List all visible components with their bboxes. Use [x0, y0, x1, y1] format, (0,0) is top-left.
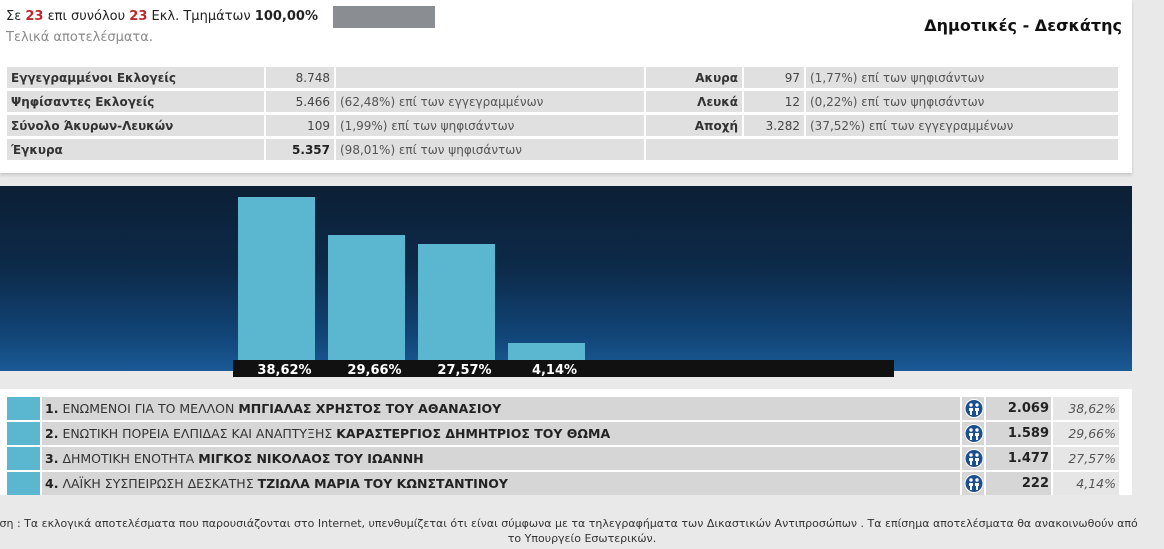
chart-bar	[238, 197, 315, 360]
candidates-people-icon[interactable]	[964, 399, 984, 418]
stat-value: 97	[744, 67, 806, 88]
counted-sections: 23	[25, 9, 44, 24]
candidate-name: ΜΙΓΚΟΣ ΝΙΚΟΛΑΟΣ ΤΟΥ ΙΩΑΝΝΗ	[198, 451, 424, 466]
stat-note: (1,77%) επί των ψηφισάντων	[806, 67, 1120, 88]
candidate-name: ΤΖΙΩΛΑ ΜΑΡΙΑ ΤΟΥ ΚΩΝΣΤΑΝΤΙΝΟΥ	[257, 476, 508, 491]
chart-bar-label: 29,66%	[347, 363, 401, 378]
stat-row: Έγκυρα 5.357 (98,01%) επί των ψηφισάντων	[7, 139, 646, 160]
stat-value: 5.357	[266, 139, 336, 160]
chart-bar	[328, 235, 405, 360]
summary-panel: Σε 23 επι συνόλου 23 Εκλ. Τμημάτων 100,0…	[0, 0, 1132, 173]
chart-background	[0, 186, 1132, 371]
candidate-votes: 1.477	[984, 447, 1051, 470]
status-text: Τελικά αποτελέσματα.	[6, 30, 153, 45]
candidate-name-cell[interactable]: 1. ΕΝΩΜΕΝΟΙ ΓΙΑ ΤΟ ΜΕΛΛΟΝ ΜΠΓΙΑΛΑΣ ΧΡΗΣΤ…	[42, 397, 960, 420]
stat-row: Λευκά 12 (0,22%) επί των ψηφισάντων	[646, 91, 1120, 112]
stat-value: 8.748	[266, 67, 336, 88]
candidate-name-cell[interactable]: 4. ΛΑΪΚΗ ΣΥΣΠΕΙΡΩΣΗ ΔΕΣΚΑΤΗΣ ΤΖΙΩΛΑ ΜΑΡΙ…	[42, 472, 960, 495]
stat-note: (37,52%) επί των εγγεγραμμένων	[806, 115, 1120, 136]
stat-note: (0,22%) επί των ψηφισάντων	[806, 91, 1120, 112]
candidate-percent: 4,14%	[1051, 472, 1119, 495]
candidates-button[interactable]	[960, 447, 984, 470]
stat-row: Ακυρα 97 (1,77%) επί των ψηφισάντων	[646, 67, 1120, 88]
candidate-name-cell[interactable]: 2. ΕΝΩΤΙΚΗ ΠΟΡΕΙΑ ΕΛΠΙΔΑΣ ΚΑΙ ΑΝΑΠΤΥΞΗΣ …	[42, 422, 960, 445]
chart-bar-label: 27,57%	[437, 363, 491, 378]
progress-middle: επι συνόλου	[47, 9, 126, 24]
candidate-rank: 2.	[45, 426, 59, 441]
candidates-people-icon[interactable]	[964, 449, 984, 468]
chart-bar	[418, 244, 495, 360]
election-title: Δημοτικές - Δεσκάτης	[924, 16, 1122, 35]
stat-label: Ψηφίσαντες Εκλογείς	[7, 91, 266, 112]
progress-suffix: Εκλ. Τμημάτων	[151, 9, 251, 24]
candidate-row[interactable]: 4. ΛΑΪΚΗ ΣΥΣΠΕΙΡΩΣΗ ΔΕΣΚΑΤΗΣ ΤΖΙΩΛΑ ΜΑΡΙ…	[7, 472, 1119, 495]
turnout-stats-table: Εγγεγραμμένοι Εκλογείς 8.748 Ψηφίσαντες …	[7, 64, 646, 163]
chart-bar-label: 38,62%	[257, 363, 311, 378]
candidate-votes: 222	[984, 472, 1051, 495]
candidate-name-cell[interactable]: 3. ΔΗΜΟΤΙΚΗ ΕΝΟΤΗΤΑ ΜΙΓΚΟΣ ΝΙΚΟΛΑΟΣ ΤΟΥ …	[42, 447, 960, 470]
candidate-votes: 1.589	[984, 422, 1051, 445]
stat-note	[336, 67, 646, 88]
party-name: ΔΗΜΟΤΙΚΗ ΕΝΟΤΗΤΑ	[62, 451, 195, 466]
progress-percent: 100,00%	[254, 9, 318, 24]
candidate-row[interactable]: 1. ΕΝΩΜΕΝΟΙ ΓΙΑ ΤΟ ΜΕΛΛΟΝ ΜΠΓΙΑΛΑΣ ΧΡΗΣΤ…	[7, 397, 1119, 420]
candidate-row[interactable]: 2. ΕΝΩΤΙΚΗ ΠΟΡΕΙΑ ΕΛΠΙΔΑΣ ΚΑΙ ΑΝΑΠΤΥΞΗΣ …	[7, 422, 1119, 445]
progress-bar	[333, 6, 435, 28]
candidate-votes: 2.069	[984, 397, 1051, 420]
stat-row: Σύνολο Άκυρων-Λευκών 109 (1,99%) επί των…	[7, 115, 646, 136]
candidate-percent: 38,62%	[1051, 397, 1119, 420]
disclaimer-footnote: ωση : Τα εκλογικά αποτελέσματα που παρου…	[0, 516, 1164, 546]
candidate-percent: 27,57%	[1051, 447, 1119, 470]
candidates-button[interactable]	[960, 397, 984, 420]
candidate-percent: 29,66%	[1051, 422, 1119, 445]
progress-prefix: Σε	[6, 9, 22, 24]
chart-bar-label: 4,14%	[532, 363, 577, 378]
results-bar-chart: 38,62% 29,66% 27,57% 4,14%	[238, 197, 585, 378]
footnote-line-1: ωση : Τα εκλογικά αποτελέσματα που παρου…	[0, 517, 1138, 530]
party-color-swatch	[7, 397, 40, 420]
stat-row: Εγγεγραμμένοι Εκλογείς 8.748	[7, 67, 646, 88]
candidates-button[interactable]	[960, 422, 984, 445]
candidate-name: ΜΠΓΙΑΛΑΣ ΧΡΗΣΤΟΣ ΤΟΥ ΑΘΑΝΑΣΙΟΥ	[238, 401, 502, 416]
footnote-line-2: το Υπουργείο Εσωτερικών.	[507, 532, 657, 545]
stat-label: Σύνολο Άκυρων-Λευκών	[7, 115, 266, 136]
stat-row: Αποχή 3.282 (37,52%) επί των εγγεγραμμέν…	[646, 115, 1120, 136]
candidates-people-icon[interactable]	[964, 474, 984, 493]
stat-note: (62,48%) επί των εγγεγραμμένων	[336, 91, 646, 112]
stat-empty-cell	[646, 139, 1120, 160]
chart-label-strip	[233, 360, 894, 377]
candidate-rank: 1.	[45, 401, 59, 416]
total-sections: 23	[129, 9, 148, 24]
party-name: ΕΝΩΤΙΚΗ ΠΟΡΕΙΑ ΕΛΠΙΔΑΣ ΚΑΙ ΑΝΑΠΤΥΞΗΣ	[62, 426, 333, 441]
party-color-swatch	[7, 422, 40, 445]
candidates-button[interactable]	[960, 472, 984, 495]
invalid-stats-table: Ακυρα 97 (1,77%) επί των ψηφισάντων Λευκ…	[646, 64, 1120, 163]
party-name: ΕΝΩΜΕΝΟΙ ΓΙΑ ΤΟ ΜΕΛΛΟΝ	[62, 401, 235, 416]
stat-label: Εγγεγραμμένοι Εκλογείς	[7, 67, 266, 88]
stat-row: Ψηφίσαντες Εκλογείς 5.466 (62,48%) επί τ…	[7, 91, 646, 112]
stat-value: 109	[266, 115, 336, 136]
stat-label: Έγκυρα	[7, 139, 266, 160]
stat-note: (1,99%) επί των ψηφισάντων	[336, 115, 646, 136]
progress-text: Σε 23 επι συνόλου 23 Εκλ. Τμημάτων 100,0…	[6, 9, 318, 24]
candidate-row[interactable]: 3. ΔΗΜΟΤΙΚΗ ΕΝΟΤΗΤΑ ΜΙΓΚΟΣ ΝΙΚΟΛΑΟΣ ΤΟΥ …	[7, 447, 1119, 470]
candidate-rank: 3.	[45, 451, 59, 466]
candidate-rank: 4.	[45, 476, 59, 491]
party-color-swatch	[7, 472, 40, 495]
party-name: ΛΑΪΚΗ ΣΥΣΠΕΙΡΩΣΗ ΔΕΣΚΑΤΗΣ	[62, 476, 254, 491]
stat-label: Ακυρα	[646, 67, 744, 88]
candidate-name: ΚΑΡΑΣΤΕΡΓΙΟΣ ΔΗΜΗΤΡΙΟΣ ΤΟΥ ΘΩΜΑ	[336, 426, 611, 441]
stat-label: Λευκά	[646, 91, 744, 112]
stat-value: 5.466	[266, 91, 336, 112]
stat-row-empty	[646, 139, 1120, 160]
candidates-people-icon[interactable]	[964, 424, 984, 443]
stat-value: 3.282	[744, 115, 806, 136]
stat-label: Αποχή	[646, 115, 744, 136]
chart-bar	[508, 343, 585, 360]
stat-value: 12	[744, 91, 806, 112]
party-color-swatch	[7, 447, 40, 470]
stat-note: (98,01%) επί των ψηφισάντων	[336, 139, 646, 160]
